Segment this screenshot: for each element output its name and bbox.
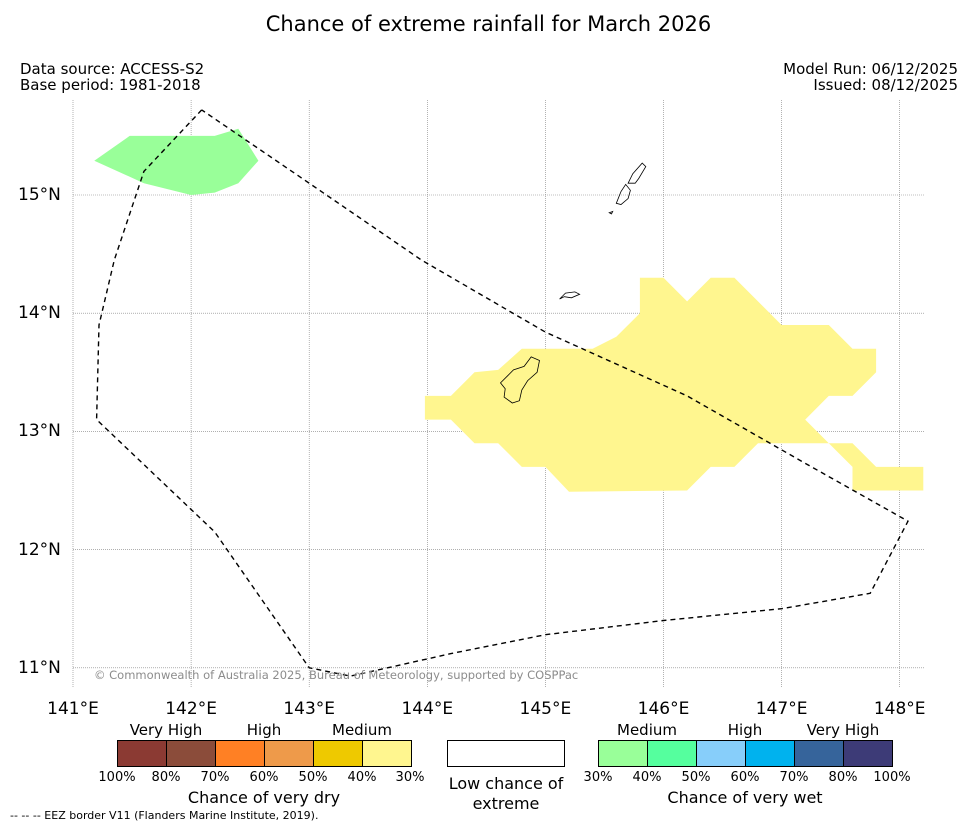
wet-tick-label: 70%	[779, 770, 809, 785]
lon-tick-label: 141°E	[47, 699, 99, 719]
island-saipan	[627, 162, 647, 184]
graticule	[72, 100, 924, 688]
wet-swatch	[745, 740, 795, 767]
wet-category-high: High	[727, 721, 763, 739]
dry-tick-label: 100%	[98, 770, 136, 785]
lat-tick-label: 15°N	[18, 185, 61, 205]
dry-tick-label: 50%	[298, 770, 328, 785]
dry-category-very-high: Very High	[129, 721, 203, 739]
dry-category-medium: Medium	[332, 721, 392, 739]
wet-swatch	[843, 740, 893, 767]
lat-tick-label: 11°N	[18, 657, 61, 678]
dry-swatch	[264, 740, 314, 767]
wet-tick-label: 80%	[828, 770, 858, 785]
dry-tick-label: 60%	[249, 770, 279, 785]
island-rota	[559, 291, 581, 300]
lat-tick-label: 12°N	[18, 539, 61, 560]
dry-swatch	[215, 740, 265, 767]
island-tinian	[615, 183, 631, 205]
lon-tick-label: 146°E	[637, 699, 690, 719]
island-outlines	[499, 162, 647, 404]
dry-swatch	[362, 740, 412, 767]
wet-tick-label: 50%	[681, 770, 711, 785]
wet-swatch	[794, 740, 844, 767]
dry-tick-label: 40%	[347, 770, 377, 785]
wet-legend-caption: Chance of very wet	[667, 788, 823, 807]
dry-tick-label: 80%	[151, 770, 181, 785]
wet-swatch	[696, 740, 746, 767]
dry-swatch	[313, 740, 363, 767]
map-canvas	[72, 100, 924, 688]
lon-tick-label: 145°E	[519, 699, 572, 719]
lat-tick-label: 14°N	[18, 303, 61, 324]
map-title: Chance of extreme rainfall for March 202…	[265, 12, 712, 36]
wet-tick-label: 30%	[583, 770, 613, 785]
copyright-notice: © Commonwealth of Australia 2025, Bureau…	[94, 668, 579, 682]
dry-swatch	[166, 740, 216, 767]
dry-category-high: High	[246, 721, 282, 739]
wet-tick-label: 100%	[873, 770, 911, 785]
wet-tick-label: 40%	[632, 770, 662, 785]
lon-tick-label: 144°E	[401, 699, 454, 719]
island-aguijan	[608, 210, 614, 215]
lon-tick-label: 142°E	[165, 699, 217, 719]
dry-swatch	[117, 740, 167, 767]
wet-swatch	[647, 740, 697, 767]
wet-category-medium: Medium	[617, 721, 677, 739]
island-guam	[499, 356, 540, 404]
dry-tick-label: 70%	[200, 770, 230, 785]
rainfall-regions	[94, 128, 924, 492]
wet-tick-label: 60%	[730, 770, 760, 785]
wet-swatch	[598, 740, 648, 767]
lon-tick-label: 147°E	[755, 699, 808, 719]
lon-tick-label: 143°E	[283, 699, 336, 719]
eez-footnote: -- -- -- EEZ border V11 (Flanders Marine…	[10, 809, 319, 822]
lon-tick-label: 148°E	[873, 699, 926, 719]
low-chance-caption: Low chance of extreme	[448, 774, 564, 813]
dry-tick-label: 30%	[395, 770, 425, 785]
wet-category-very-high: Very High	[806, 721, 880, 739]
low-chance-swatch	[447, 740, 565, 767]
issued-label: Issued: 08/12/2025	[813, 76, 958, 94]
base-period-label: Base period: 1981-2018	[20, 76, 201, 94]
eez-border-line	[95, 109, 909, 677]
yellow-dry-region	[424, 277, 924, 492]
data-source-label: Data source: ACCESS-S2	[20, 60, 205, 78]
green-wet-region	[94, 128, 259, 195]
model-run-label: Model Run: 06/12/2025	[783, 60, 958, 78]
dry-legend-caption: Chance of very dry	[187, 788, 341, 807]
lat-tick-label: 13°N	[18, 421, 61, 442]
